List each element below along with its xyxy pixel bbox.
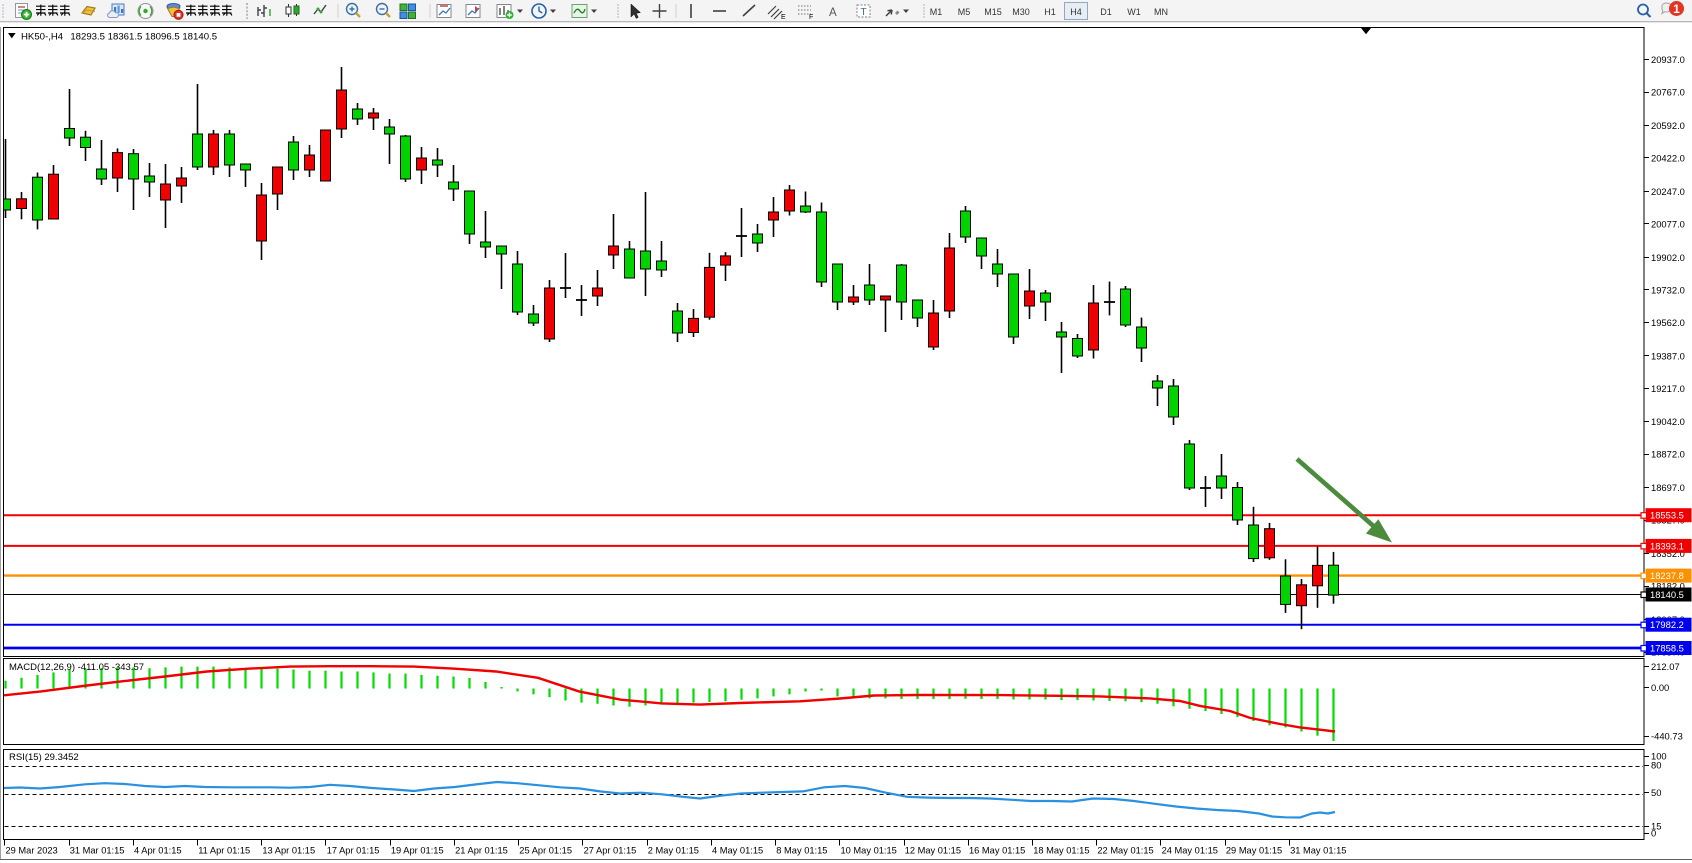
svg-text:25 Apr 01:15: 25 Apr 01:15 (519, 846, 572, 856)
svg-text:12 May 01:15: 12 May 01:15 (905, 846, 961, 856)
svg-text:E: E (781, 14, 786, 21)
svg-text:18393.1: 18393.1 (1650, 540, 1684, 551)
svg-text:29 Mar 2023: 29 Mar 2023 (6, 846, 58, 856)
svg-text:18140.5: 18140.5 (1650, 589, 1684, 600)
svg-text:17 Apr 01:15: 17 Apr 01:15 (327, 846, 380, 856)
svg-text:18182.0: 18182.0 (1651, 581, 1685, 592)
svg-text:20422.0: 20422.0 (1651, 152, 1685, 163)
svg-text:18237.8: 18237.8 (1650, 570, 1684, 581)
svg-text:19732.0: 19732.0 (1651, 284, 1685, 295)
svg-text:18352.0: 18352.0 (1651, 548, 1685, 559)
svg-text:F: F (809, 14, 813, 21)
svg-text:22 May 01:15: 22 May 01:15 (1097, 846, 1153, 856)
svg-text:18 May 01:15: 18 May 01:15 (1033, 846, 1089, 856)
svg-text:0: 0 (1651, 828, 1656, 839)
svg-text:-440.73: -440.73 (1651, 731, 1683, 742)
svg-text:20247.0: 20247.0 (1651, 186, 1685, 197)
svg-text:212.07: 212.07 (1651, 661, 1680, 672)
svg-text:2 May 01:15: 2 May 01:15 (648, 846, 699, 856)
svg-text:MN: MN (1154, 7, 1168, 17)
svg-text:27 Apr 01:15: 27 Apr 01:15 (584, 846, 637, 856)
svg-text:RSI(15) 29.3452: RSI(15) 29.3452 (9, 752, 79, 763)
svg-text:T: T (861, 7, 867, 18)
svg-text:4 May 01:15: 4 May 01:15 (712, 846, 763, 856)
svg-text:21 Apr 01:15: 21 Apr 01:15 (455, 846, 508, 856)
svg-text:19387.0: 19387.0 (1651, 350, 1685, 361)
svg-text:20592.0: 20592.0 (1651, 120, 1685, 131)
svg-text:19902.0: 19902.0 (1651, 252, 1685, 263)
svg-text:13 Apr 01:15: 13 Apr 01:15 (262, 846, 315, 856)
svg-text:M30: M30 (1012, 7, 1030, 17)
svg-text:16 May 01:15: 16 May 01:15 (969, 846, 1025, 856)
svg-text:17982.2: 17982.2 (1650, 619, 1684, 630)
svg-text:H4: H4 (1070, 7, 1082, 17)
svg-text:20767.0: 20767.0 (1651, 87, 1685, 98)
svg-text:0.00: 0.00 (1651, 682, 1669, 693)
svg-text:100: 100 (1651, 751, 1667, 762)
svg-text:19217.0: 19217.0 (1651, 383, 1685, 394)
svg-text:31 May 01:15: 31 May 01:15 (1290, 846, 1346, 856)
svg-text:18697.0: 18697.0 (1651, 482, 1685, 493)
svg-text:HK50-,H4 18293.5 18361.5 1809: HK50-,H4 18293.5 18361.5 18096.5 18140.5 (21, 32, 217, 43)
svg-text:8 May 01:15: 8 May 01:15 (776, 846, 827, 856)
svg-text:18553.5: 18553.5 (1650, 510, 1684, 521)
svg-text:11 Apr 01:15: 11 Apr 01:15 (198, 846, 250, 856)
svg-text:19042.0: 19042.0 (1651, 416, 1685, 427)
svg-text:W1: W1 (1127, 7, 1141, 17)
svg-text:18872.0: 18872.0 (1651, 449, 1685, 460)
svg-text:50: 50 (1651, 787, 1661, 798)
svg-text:19562.0: 19562.0 (1651, 317, 1685, 328)
svg-text:15: 15 (1651, 821, 1661, 832)
svg-text:M15: M15 (984, 7, 1002, 17)
svg-text:80: 80 (1651, 760, 1661, 771)
svg-text:D1: D1 (1100, 7, 1112, 17)
svg-text:17858.5: 17858.5 (1650, 643, 1684, 654)
svg-text:10 May 01:15: 10 May 01:15 (841, 846, 897, 856)
svg-text:24 May 01:15: 24 May 01:15 (1162, 846, 1218, 856)
svg-text:20077.0: 20077.0 (1651, 218, 1685, 229)
svg-text:M5: M5 (958, 7, 971, 17)
svg-text:20937.0: 20937.0 (1651, 54, 1685, 65)
svg-text:H1: H1 (1044, 7, 1056, 17)
svg-text:19 Apr 01:15: 19 Apr 01:15 (391, 846, 444, 856)
svg-text:A: A (829, 7, 837, 19)
svg-text:29 May 01:15: 29 May 01:15 (1226, 846, 1282, 856)
svg-text:M1: M1 (930, 7, 943, 17)
svg-text:MACD(12,26,9) -411.05 -343.57: MACD(12,26,9) -411.05 -343.57 (9, 662, 144, 673)
svg-text:4 Apr 01:15: 4 Apr 01:15 (134, 846, 182, 856)
svg-text:1: 1 (1673, 2, 1680, 16)
svg-text:31 Mar 01:15: 31 Mar 01:15 (70, 846, 125, 856)
